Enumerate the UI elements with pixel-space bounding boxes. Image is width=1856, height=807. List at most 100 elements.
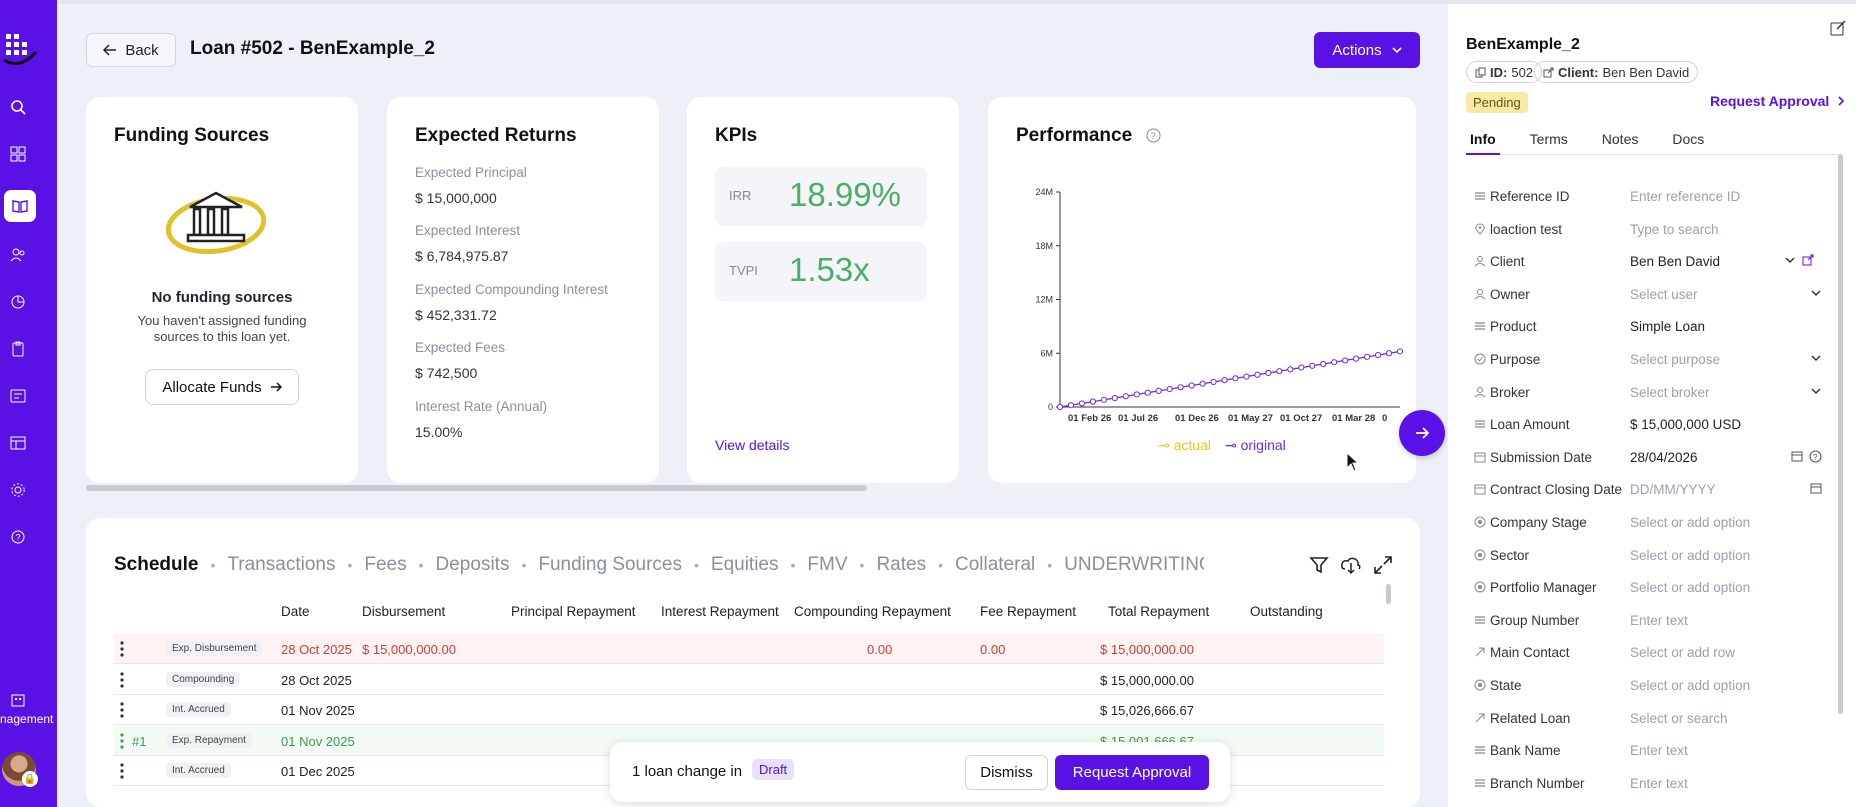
- field-sector[interactable]: Sector Select or add option: [1474, 546, 1834, 566]
- field-value[interactable]: Simple Loan: [1630, 319, 1706, 335]
- data-point[interactable]: [1056, 403, 1064, 411]
- row-menu-icon[interactable]: [120, 763, 124, 779]
- field-value[interactable]: Enter text: [1630, 743, 1688, 759]
- column-header[interactable]: Principal Repayment: [511, 604, 636, 619]
- pie-chart-icon[interactable]: [8, 292, 28, 312]
- report-icon[interactable]: [8, 386, 28, 406]
- data-point[interactable]: [1320, 360, 1327, 368]
- clipboard-icon[interactable]: [8, 339, 28, 359]
- dashboard-icon[interactable]: [8, 144, 28, 164]
- building-icon[interactable]: [8, 690, 28, 710]
- field-main-contact[interactable]: Main Contact Select or add row: [1474, 643, 1834, 663]
- column-header[interactable]: Total Repayment: [1108, 604, 1210, 619]
- data-point[interactable]: [1199, 380, 1206, 387]
- tab-deposits[interactable]: Deposits: [435, 554, 510, 575]
- tab-equities[interactable]: Equities: [710, 554, 779, 575]
- loans-book-icon[interactable]: [4, 190, 36, 222]
- data-point[interactable]: [1287, 366, 1294, 373]
- table-icon[interactable]: [8, 433, 28, 453]
- field-submission-date[interactable]: Submission Date 28/04/2026?: [1474, 448, 1834, 468]
- field-branch-number[interactable]: Branch Number Enter text: [1474, 774, 1834, 794]
- tab-schedule[interactable]: Schedule: [114, 554, 199, 575]
- data-point[interactable]: [1243, 373, 1250, 380]
- row-menu-icon[interactable]: [120, 702, 124, 718]
- field-value[interactable]: Select or add option: [1630, 547, 1751, 563]
- tab-transactions[interactable]: Transactions: [227, 554, 336, 575]
- data-point[interactable]: [1210, 378, 1217, 386]
- chevron-down-icon[interactable]: [1784, 254, 1796, 266]
- external-link-icon[interactable]: [1802, 254, 1814, 266]
- field-value[interactable]: Enter reference ID: [1630, 189, 1741, 204]
- data-point[interactable]: [1067, 402, 1075, 409]
- tab-info[interactable]: Info: [1466, 131, 1500, 155]
- data-point[interactable]: [1155, 387, 1162, 394]
- field-value[interactable]: Type to search: [1630, 221, 1719, 237]
- data-point[interactable]: [1111, 394, 1118, 402]
- data-point[interactable]: [1309, 362, 1316, 369]
- field-value[interactable]: Select or add option: [1630, 678, 1751, 693]
- field-value[interactable]: $ 15,000,000 USD: [1630, 417, 1742, 433]
- field-group-number[interactable]: Group Number Enter text: [1474, 611, 1834, 631]
- users-icon[interactable]: [8, 245, 28, 265]
- field-product[interactable]: Product Simple Loan: [1474, 317, 1834, 337]
- field-value[interactable]: Select or add option: [1630, 580, 1751, 596]
- table-row[interactable]: Compounding 28 Oct 2025 $ 15,000,000.00: [114, 665, 1384, 695]
- field-company-stage[interactable]: Company Stage Select or add option: [1474, 513, 1834, 533]
- field-value[interactable]: Select broker: [1630, 384, 1710, 400]
- dismiss-button[interactable]: Dismiss: [965, 755, 1048, 790]
- field-value[interactable]: Select purpose: [1630, 352, 1721, 367]
- gear-icon[interactable]: [8, 480, 28, 500]
- calendar-icon[interactable]: [1791, 450, 1803, 462]
- request-approval-link[interactable]: Request Approval: [1710, 93, 1845, 109]
- column-header[interactable]: Compounding Repayment: [794, 604, 951, 619]
- client-chip[interactable]: Client: Ben Ben David: [1534, 61, 1699, 83]
- tab-fmv[interactable]: FMV: [807, 554, 848, 575]
- data-point[interactable]: [1254, 371, 1261, 378]
- field-state[interactable]: State Select or add option: [1474, 676, 1834, 696]
- field-value[interactable]: Select or add row: [1630, 645, 1736, 661]
- legend-original[interactable]: ⊸ original: [1224, 437, 1286, 453]
- data-point[interactable]: [1133, 391, 1140, 398]
- expand-icon[interactable]: [1372, 554, 1394, 576]
- chevron-down-icon[interactable]: [1810, 385, 1822, 397]
- field-value[interactable]: Select user: [1630, 286, 1698, 302]
- data-point[interactable]: [1122, 393, 1129, 400]
- data-point[interactable]: [1232, 375, 1239, 382]
- request-approval-button[interactable]: Request Approval: [1055, 755, 1209, 790]
- tab-rates[interactable]: Rates: [876, 554, 927, 575]
- tab-fees[interactable]: Fees: [364, 554, 407, 575]
- data-point[interactable]: [1353, 355, 1360, 362]
- data-point[interactable]: [1342, 357, 1349, 364]
- help-circle-icon[interactable]: ?: [8, 527, 28, 547]
- id-chip[interactable]: ID: 502: [1466, 61, 1543, 83]
- column-header[interactable]: Fee Repayment: [980, 604, 1077, 619]
- field-value[interactable]: Ben Ben David: [1630, 254, 1721, 270]
- view-details-link[interactable]: View details: [715, 437, 790, 453]
- row-menu-icon[interactable]: [120, 641, 124, 657]
- data-point[interactable]: [1331, 359, 1338, 366]
- data-point[interactable]: [1177, 384, 1184, 391]
- field-bank-name[interactable]: Bank Name Enter text: [1474, 741, 1834, 761]
- column-header[interactable]: Date: [281, 604, 310, 619]
- data-point[interactable]: [1276, 368, 1283, 375]
- panel-scrollbar[interactable]: [1838, 154, 1843, 714]
- tab-notes[interactable]: Notes: [1601, 131, 1639, 147]
- data-point[interactable]: [1385, 350, 1393, 357]
- field-contract-closing-date[interactable]: Contract Closing Date DD/MM/YYYY: [1474, 480, 1834, 500]
- table-row[interactable]: Exp. Disbursement 28 Oct 2025 $ 15,000,000…: [114, 634, 1384, 664]
- data-point[interactable]: [1265, 369, 1272, 377]
- data-point[interactable]: [1298, 364, 1305, 371]
- chevron-down-icon[interactable]: [1810, 287, 1822, 299]
- edit-icon[interactable]: [1830, 20, 1846, 36]
- table-row[interactable]: Int. Accrued 01 Nov 2025 $ 15,026,666.67: [114, 695, 1384, 725]
- chevron-down-icon[interactable]: [1810, 352, 1822, 364]
- field-loan-amount[interactable]: Loan Amount $ 15,000,000 USD: [1474, 415, 1834, 435]
- help-icon[interactable]: ?: [1146, 128, 1161, 143]
- field-value[interactable]: Select or add option: [1630, 515, 1751, 530]
- data-point[interactable]: [1221, 377, 1228, 384]
- filter-icon[interactable]: [1308, 554, 1330, 576]
- cards-scrollbar[interactable]: [86, 485, 867, 491]
- field-broker[interactable]: Broker Select broker: [1474, 383, 1834, 403]
- tab-collateral[interactable]: Collateral: [954, 554, 1036, 575]
- allocate-funds-button[interactable]: Allocate Funds: [145, 369, 299, 405]
